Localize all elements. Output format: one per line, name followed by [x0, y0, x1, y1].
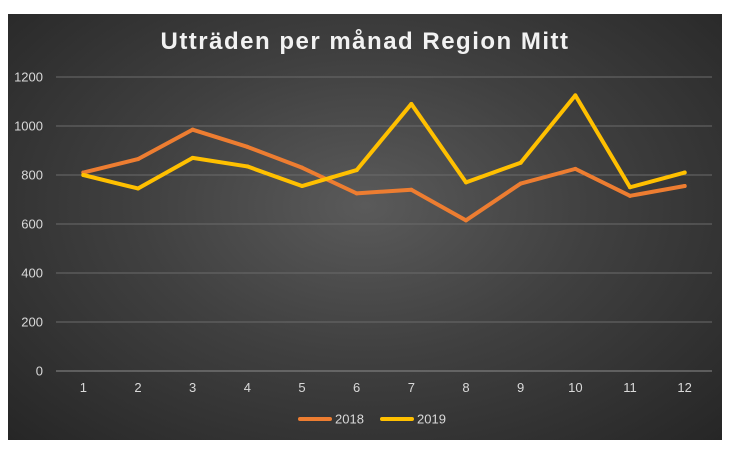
x-axis-ticks: 1 2 3 4 5 6 7 8 9 10 11 12 [80, 380, 692, 395]
chart-title: Utträden per månad Region Mitt [160, 28, 570, 55]
data-point-2019 [628, 185, 632, 190]
x-tick-label: 9 [517, 380, 524, 395]
data-point-2019 [573, 93, 578, 98]
legend: 2018 2019 [298, 412, 446, 427]
legend-label: 2019 [417, 412, 446, 427]
y-tick-label: 400 [21, 266, 43, 281]
data-point-2018 [628, 193, 632, 198]
data-point-2019 [136, 186, 140, 191]
y-axis-ticks: 0 200 400 600 800 1000 1200 [14, 70, 43, 379]
x-tick-label: 12 [677, 380, 691, 395]
data-point-2019 [518, 160, 523, 165]
data-point-2019 [682, 170, 687, 175]
chart-area: Utträden per månad Region Mitt 0 200 400 60… [8, 14, 722, 440]
x-tick-label: 3 [189, 380, 196, 395]
x-tick-label: 7 [408, 380, 415, 395]
data-point-2018 [573, 166, 578, 171]
x-tick-label: 2 [134, 380, 141, 395]
y-tick-label: 800 [21, 168, 43, 183]
x-tick-label: 4 [244, 380, 251, 395]
x-tick-label: 6 [353, 380, 360, 395]
series-lines [81, 93, 687, 223]
data-point-2018 [300, 165, 304, 170]
y-tick-label: 1200 [14, 70, 43, 85]
data-point-2018 [245, 144, 250, 149]
y-tick-label: 0 [36, 364, 43, 379]
data-point-2019 [354, 168, 359, 173]
data-point-2019 [245, 164, 250, 169]
data-point-2018 [190, 127, 195, 132]
x-tick-label: 1 [80, 380, 87, 395]
y-tick-label: 1000 [14, 119, 43, 134]
legend-item-2018: 2018 [298, 412, 364, 427]
data-point-2019 [464, 180, 468, 185]
series-line-2019 [81, 93, 687, 191]
data-point-2018 [409, 187, 414, 192]
x-tick-label: 10 [568, 380, 582, 395]
data-point-2019 [409, 101, 414, 106]
y-tick-label: 200 [21, 315, 43, 330]
data-point-2018 [518, 181, 523, 186]
data-point-2018 [464, 218, 468, 223]
gridlines [56, 76, 712, 372]
series-line-2018 [81, 127, 687, 223]
data-point-2018 [354, 191, 359, 196]
legend-label: 2018 [335, 412, 364, 427]
legend-item-2019: 2019 [380, 412, 446, 427]
data-point-2019 [190, 155, 195, 160]
data-point-2018 [136, 157, 140, 162]
x-tick-label: 5 [298, 380, 305, 395]
data-point-2018 [682, 184, 687, 189]
data-point-2019 [300, 184, 304, 189]
y-tick-label: 600 [21, 217, 43, 232]
data-point-2019 [81, 173, 86, 177]
x-tick-label: 11 [623, 380, 637, 395]
x-tick-label: 8 [462, 380, 469, 395]
